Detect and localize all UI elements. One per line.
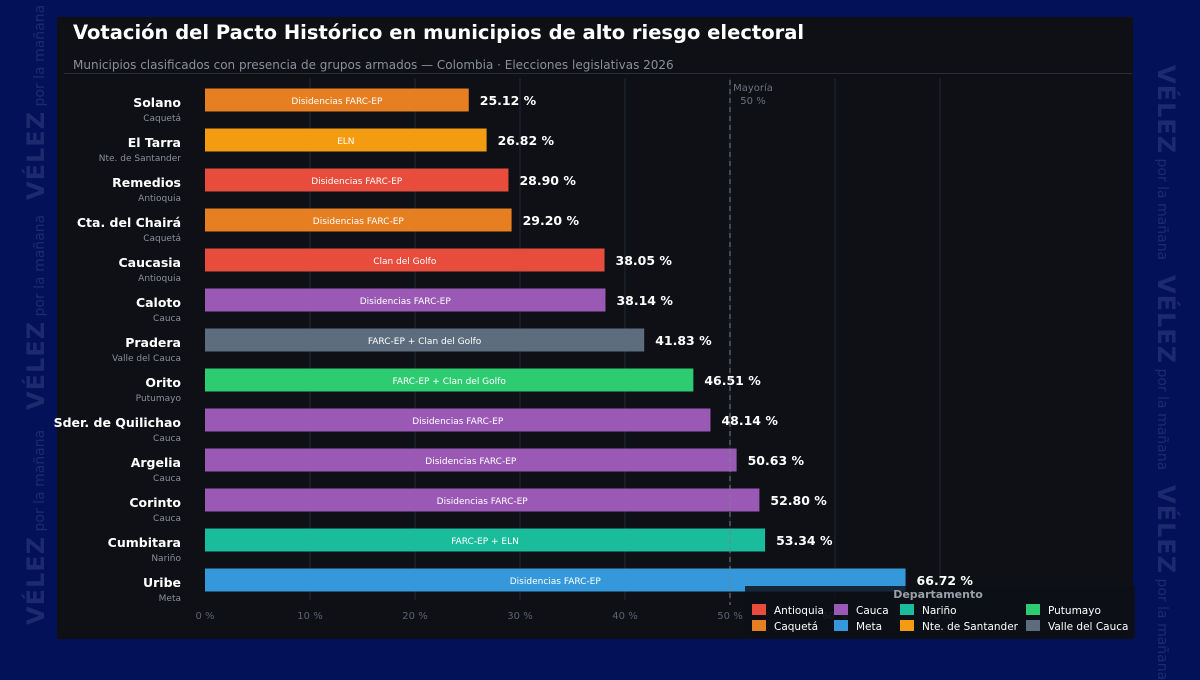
category-label: Orito xyxy=(145,375,181,390)
department-label: Caquetá xyxy=(143,234,181,244)
bar-group-label: Disidencias FARC-EP xyxy=(313,217,405,227)
category-label: Caucasia xyxy=(118,255,181,270)
category-label: Argelia xyxy=(131,455,181,470)
bar xyxy=(205,328,645,352)
legend-swatch xyxy=(834,604,848,615)
title-divider xyxy=(64,73,1132,74)
chart-subtitle: Municipios clasificados con presencia de… xyxy=(73,58,674,72)
value-label: 38.05 % xyxy=(616,253,673,268)
value-label: 48.14 % xyxy=(721,413,778,428)
chart-title: Votación del Pacto Histórico en municipi… xyxy=(73,21,805,44)
majority-label: Mayoría xyxy=(733,82,773,94)
legend-label: Cauca xyxy=(856,605,889,617)
legend-label: Putumayo xyxy=(1048,605,1101,617)
bar-group-label: FARC-EP + ELN xyxy=(451,537,519,547)
bar-group-label: Disidencias FARC-EP xyxy=(311,177,403,187)
category-label: Sder. de Quilichao xyxy=(54,415,182,430)
legend-title: Departamento xyxy=(893,588,983,601)
category-label: Cta. del Chairá xyxy=(77,215,181,230)
department-label: Cauca xyxy=(153,434,181,444)
bar-group-label: Clan del Golfo xyxy=(373,257,437,267)
value-label: 26.82 % xyxy=(498,133,555,148)
legend-swatch xyxy=(900,604,914,615)
category-label: Corinto xyxy=(129,495,181,510)
department-label: Nte. de Santander xyxy=(99,154,182,164)
department-label: Cauca xyxy=(153,474,181,484)
x-tick-label: 40 % xyxy=(612,611,637,622)
value-label: 66.72 % xyxy=(917,573,974,588)
value-label: 38.14 % xyxy=(616,293,673,308)
bar-group-label: FARC-EP + Clan del Golfo xyxy=(392,377,506,387)
legend-swatch xyxy=(752,620,766,631)
category-label: Pradera xyxy=(125,335,181,350)
category-label: Uribe xyxy=(143,575,181,590)
value-label: 53.34 % xyxy=(776,533,833,548)
bar xyxy=(205,368,694,392)
bar xyxy=(205,208,512,232)
department-label: Putumayo xyxy=(136,394,182,404)
category-label: Solano xyxy=(133,95,181,110)
bar-group-label: FARC-EP + Clan del Golfo xyxy=(368,337,482,347)
x-tick-label: 50 % xyxy=(717,611,742,622)
value-label: 29.20 % xyxy=(523,213,580,228)
majority-value-label: 50 % xyxy=(740,96,765,107)
x-tick-label: 20 % xyxy=(402,611,427,622)
legend-label: Nariño xyxy=(922,605,957,617)
category-label: El Tarra xyxy=(128,135,181,150)
bar-group-label: Disidencias FARC-EP xyxy=(360,297,452,307)
legend-swatch xyxy=(752,604,766,615)
bar-group-label: Disidencias FARC-EP xyxy=(510,577,602,587)
bar-group-label: ELN xyxy=(337,137,354,147)
bar xyxy=(205,528,766,552)
value-label: 50.63 % xyxy=(748,453,805,468)
legend-swatch xyxy=(1026,604,1040,615)
x-tick-label: 0 % xyxy=(195,611,214,622)
x-tick-label: 30 % xyxy=(507,611,532,622)
legend-swatch xyxy=(900,620,914,631)
legend-label: Valle del Cauca xyxy=(1048,621,1128,633)
x-tick-label: 10 % xyxy=(297,611,322,622)
category-label: Cumbitara xyxy=(108,535,181,550)
department-label: Cauca xyxy=(153,314,181,324)
legend-label: Caquetá xyxy=(774,621,818,633)
bar xyxy=(205,168,509,192)
legend-swatch xyxy=(834,620,848,631)
bar xyxy=(205,248,605,272)
legend-label: Nte. de Santander xyxy=(922,621,1019,633)
bar-group-label: Disidencias FARC-EP xyxy=(437,497,529,507)
bar xyxy=(205,488,760,512)
value-label: 25.12 % xyxy=(480,93,537,108)
bar-group-label: Disidencias FARC-EP xyxy=(425,457,517,467)
department-label: Caquetá xyxy=(143,114,181,124)
value-label: 46.51 % xyxy=(704,373,761,388)
bar xyxy=(205,88,469,112)
category-label: Caloto xyxy=(136,295,181,310)
bar xyxy=(205,448,737,472)
department-label: Nariño xyxy=(151,554,181,564)
value-label: 41.83 % xyxy=(655,333,712,348)
bar xyxy=(205,408,711,432)
bar xyxy=(205,288,606,312)
department-label: Antioquia xyxy=(138,194,181,204)
bar-group-label: Disidencias FARC-EP xyxy=(412,417,504,427)
department-label: Valle del Cauca xyxy=(112,354,181,364)
category-label: Remedios xyxy=(112,175,181,190)
department-label: Meta xyxy=(159,594,181,604)
legend-label: Antioquia xyxy=(774,605,824,617)
bar xyxy=(205,128,487,152)
legend-label: Meta xyxy=(856,621,882,633)
department-label: Cauca xyxy=(153,514,181,524)
legend-swatch xyxy=(1026,620,1040,631)
legend-box xyxy=(745,586,1135,638)
bar-group-label: Disidencias FARC-EP xyxy=(291,97,383,107)
department-label: Antioquia xyxy=(138,274,181,284)
value-label: 28.90 % xyxy=(519,173,576,188)
value-label: 52.80 % xyxy=(770,493,827,508)
